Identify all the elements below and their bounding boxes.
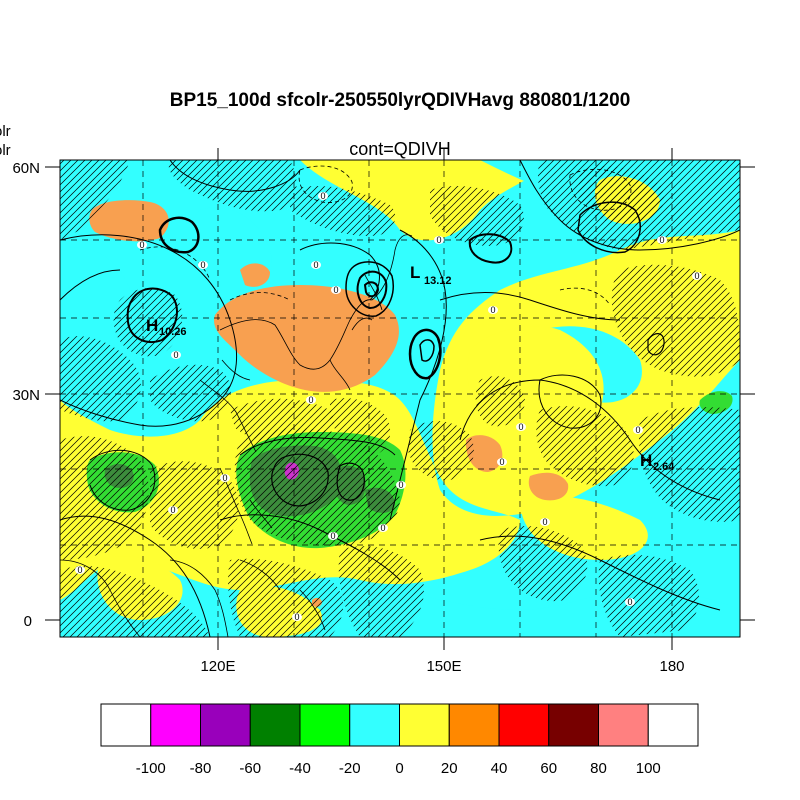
svg-text:H: H xyxy=(146,316,158,335)
svg-text:0: 0 xyxy=(627,597,632,607)
svg-text:10.26: 10.26 xyxy=(159,326,187,338)
plot-frame xyxy=(59,159,741,638)
hatch-negative-areas xyxy=(60,160,740,637)
svg-text:13.12: 13.12 xyxy=(424,275,452,287)
svg-text:2.64: 2.64 xyxy=(653,461,675,473)
svg-text:0: 0 xyxy=(77,565,82,575)
colorbar-box xyxy=(647,703,699,747)
center-h-2: H 2.64 xyxy=(640,451,675,473)
svg-text:0: 0 xyxy=(308,395,313,405)
svg-text:0: 0 xyxy=(659,235,664,245)
center-l-1: L 13.12 xyxy=(410,263,452,287)
plot-title: BP15_100d sfcolr-250550lyrQDIVHavg 88080… xyxy=(170,90,631,111)
shade-orange xyxy=(89,200,569,607)
svg-text:0: 0 xyxy=(330,531,335,541)
colorbar-box xyxy=(448,703,500,747)
svg-text:0: 0 xyxy=(200,260,205,270)
left-label-1: olr xyxy=(0,123,11,140)
colorbar-box xyxy=(548,703,599,747)
colorbar-box xyxy=(100,703,152,747)
colorbar-box xyxy=(200,703,251,747)
colorbar-box xyxy=(399,703,450,747)
svg-text:0: 0 xyxy=(222,473,227,483)
grid-lines xyxy=(60,160,740,637)
colorbar-label: 100 xyxy=(636,760,661,777)
colorbar-label: 0 xyxy=(395,760,403,777)
lon-label-180: 180 xyxy=(659,658,684,675)
svg-text:L: L xyxy=(410,263,420,282)
lat-label-60n: 60N xyxy=(12,160,40,177)
colorbar-box xyxy=(498,703,550,747)
svg-text:H: H xyxy=(640,451,652,470)
left-label-2: olr xyxy=(0,142,11,159)
colorbar-box xyxy=(150,703,201,747)
svg-text:0: 0 xyxy=(436,235,441,245)
svg-text:0: 0 xyxy=(333,285,338,295)
svg-text:0: 0 xyxy=(320,191,325,201)
axis-ticks xyxy=(45,148,755,650)
svg-text:0: 0 xyxy=(542,517,547,527)
colorbar-label: -100 xyxy=(136,760,166,777)
contour-lines-dashed xyxy=(139,165,632,306)
map-plot-area: 0 0 0 0 0 0 0 0 0 0 0 0 0 0 0 0 0 0 0 0 … xyxy=(60,160,740,637)
svg-text:0: 0 xyxy=(694,271,699,281)
svg-text:0: 0 xyxy=(380,523,385,533)
svg-text:0: 0 xyxy=(294,612,299,622)
zero-contour-labels: 0 0 0 0 0 0 0 0 0 0 0 0 0 0 0 0 0 0 0 0 … xyxy=(75,191,702,622)
lat-label-0: 0 xyxy=(24,613,32,630)
colorbar-box xyxy=(598,703,649,747)
colorbar-label: -80 xyxy=(190,760,212,777)
colorbar-label: -20 xyxy=(339,760,361,777)
colorbar-label: 40 xyxy=(491,760,508,777)
colorbar-box xyxy=(249,703,301,747)
svg-text:0: 0 xyxy=(490,305,495,315)
lat-label-30n: 30N xyxy=(12,387,40,404)
svg-text:0: 0 xyxy=(139,240,144,250)
colorbar-label: -60 xyxy=(239,760,261,777)
lon-label-120e: 120E xyxy=(200,658,235,675)
svg-text:0: 0 xyxy=(313,260,318,270)
colorbar-label: -40 xyxy=(289,760,311,777)
svg-text:0: 0 xyxy=(499,457,504,467)
svg-text:0: 0 xyxy=(173,350,178,360)
colorbar-box xyxy=(299,703,351,747)
svg-text:0: 0 xyxy=(398,480,403,490)
colorbar: -100 -80 -60 -40 -20 0 20 40 60 80 100 xyxy=(100,703,699,777)
colorbar-label: 80 xyxy=(590,760,607,777)
svg-text:0: 0 xyxy=(635,425,640,435)
colorbar-label: 20 xyxy=(441,760,458,777)
contour-lines xyxy=(60,160,740,637)
plot-subtitle: cont=QDIVH xyxy=(349,139,451,159)
colorbar-label: 60 xyxy=(540,760,557,777)
colorbar-box xyxy=(349,703,400,747)
svg-text:0: 0 xyxy=(170,505,175,515)
lon-label-150e: 150E xyxy=(426,658,461,675)
center-h-1: H 10.26 xyxy=(146,316,187,338)
svg-text:0: 0 xyxy=(518,422,523,432)
